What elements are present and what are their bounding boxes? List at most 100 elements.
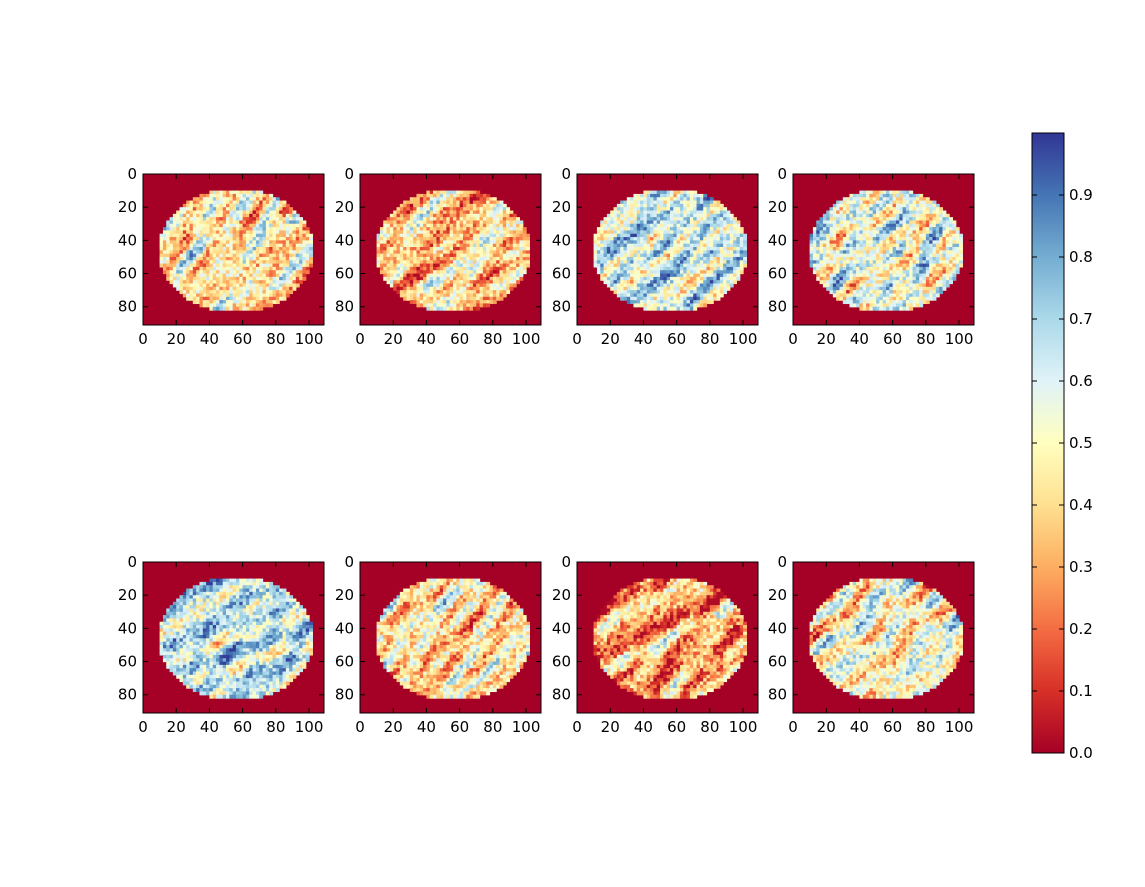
heatmap-cell [295,240,300,245]
heatmap-cell [159,260,164,265]
heatmap-cell [439,286,444,291]
heatmap-cell [199,283,204,288]
heatmap-cell [623,273,628,278]
heatmap-cell [449,193,454,198]
heatmap-cell [189,296,194,301]
heatmap-cell [922,203,927,208]
heatmap-cell [650,290,654,295]
heatmap-cell [859,237,864,241]
x-tick-label: 40 [200,330,219,348]
heatmap-cell [242,290,247,295]
heatmap-cell [245,260,250,265]
heatmap-cell [679,197,684,202]
heatmap-cell [232,227,237,232]
heatmap-cell [232,263,237,268]
heatmap-cell [169,247,174,251]
heatmap-cell [689,263,694,268]
heatmap-cell [186,240,191,245]
heatmap-cell [696,243,701,248]
heatmap-cell [822,243,827,248]
heatmap-cell [242,210,247,215]
heatmap-cell [255,233,260,238]
heatmap-cell [179,230,184,235]
heatmap-cell [959,237,963,241]
heatmap-cell [272,230,277,235]
heatmap-cell [176,250,181,255]
heatmap-cell [909,200,914,205]
heatmap-cell [876,243,880,248]
heatmap-cell [186,270,191,275]
heatmap-cell [909,213,914,218]
heatmap-cell [186,280,191,285]
heatmap-cell [295,213,300,218]
heatmap-cell [272,266,277,271]
heatmap-cell [219,203,224,208]
heatmap-cell [433,247,437,251]
heatmap-cell [650,217,654,222]
heatmap-cell [492,213,497,218]
heatmap-cell [630,250,635,255]
heatmap-cell [426,243,431,248]
heatmap-cell [249,286,254,291]
heatmap-cell [909,217,914,222]
heatmap-cell [899,197,904,202]
heatmap-cell [703,303,708,308]
heatmap-cell [512,273,517,278]
heatmap-cell [309,256,313,261]
heatmap-cell [429,200,434,205]
heatmap-cell [636,213,641,218]
heatmap-cell [699,197,704,202]
heatmap-cell [669,306,674,311]
heatmap-cell [379,266,384,271]
heatmap-cell [376,240,381,245]
heatmap-cell [653,300,658,305]
heatmap-cell [449,203,454,208]
heatmap-cell [452,237,457,241]
x-tick-label: 80 [483,330,502,348]
heatmap-cell [719,243,724,248]
heatmap-cell [699,247,704,251]
heatmap-cell [636,203,641,208]
heatmap-cell [633,230,638,235]
heatmap-cell [626,283,631,288]
heatmap-cell [713,260,718,265]
heatmap-cell [839,237,844,241]
heatmap-cell [245,296,250,301]
heatmap-cell [902,207,907,212]
heatmap-cell [932,217,937,222]
heatmap-cell [172,247,177,251]
heatmap-cell [696,273,701,278]
heatmap-cell [676,243,681,248]
heatmap-cell [610,280,615,285]
heatmap-cell [839,227,844,232]
heatmap-cell [436,266,441,271]
heatmap-cell [245,230,250,235]
heatmap-cell [192,230,197,235]
heatmap-cell [456,290,461,295]
heatmap-cell [643,263,648,268]
heatmap-cell [892,217,897,222]
heatmap-cell [650,240,654,245]
heatmap-cell [393,256,398,261]
heatmap-cell [403,286,408,291]
heatmap-cell [902,247,907,251]
heatmap-cell [462,200,467,205]
heatmap-cell [852,256,857,261]
heatmap-cell [889,247,894,251]
heatmap-cell [636,303,641,308]
heatmap-cell [646,286,651,291]
heatmap-cell [650,276,654,281]
heatmap-cell [872,240,877,245]
heatmap-cell [279,250,284,255]
heatmap-cell [709,243,714,248]
heatmap-cell [245,256,250,261]
heatmap-cell [192,240,197,245]
heatmap-cell [849,247,854,251]
heatmap-cell [673,256,678,261]
heatmap-cell [403,250,408,255]
heatmap-cell [202,280,207,285]
heatmap-cell [905,233,910,238]
heatmap-cell [399,263,404,268]
heatmap-cell [235,280,240,285]
